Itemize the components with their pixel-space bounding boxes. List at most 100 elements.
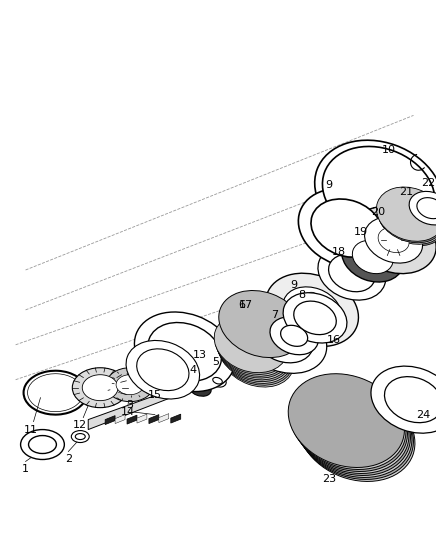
Text: 1: 1	[22, 464, 29, 474]
Ellipse shape	[223, 298, 308, 365]
Ellipse shape	[283, 293, 347, 343]
Ellipse shape	[219, 325, 293, 383]
Ellipse shape	[148, 322, 222, 381]
Polygon shape	[171, 414, 181, 423]
Ellipse shape	[378, 228, 409, 253]
Text: 18: 18	[332, 247, 346, 257]
Text: 7: 7	[271, 310, 278, 320]
Ellipse shape	[314, 296, 324, 304]
Text: 10: 10	[381, 146, 396, 155]
Ellipse shape	[216, 319, 290, 378]
Ellipse shape	[220, 327, 293, 385]
Ellipse shape	[297, 386, 413, 480]
Ellipse shape	[222, 296, 307, 363]
Ellipse shape	[378, 190, 438, 244]
Text: 21: 21	[399, 187, 413, 197]
Text: 12: 12	[73, 419, 87, 430]
Ellipse shape	[270, 317, 318, 355]
Polygon shape	[127, 415, 137, 424]
Ellipse shape	[221, 328, 294, 387]
Ellipse shape	[213, 377, 223, 384]
Text: 9: 9	[290, 280, 298, 290]
Ellipse shape	[216, 318, 290, 376]
Ellipse shape	[219, 290, 304, 358]
Ellipse shape	[328, 254, 375, 292]
Ellipse shape	[288, 374, 405, 467]
Ellipse shape	[71, 431, 89, 442]
Polygon shape	[115, 415, 125, 424]
Ellipse shape	[217, 321, 291, 380]
Text: 9: 9	[325, 180, 332, 190]
Text: 14: 14	[121, 407, 135, 417]
Ellipse shape	[314, 140, 438, 244]
Text: 24: 24	[417, 410, 431, 419]
Text: 17: 17	[239, 300, 254, 310]
Ellipse shape	[322, 147, 435, 238]
Ellipse shape	[296, 384, 412, 478]
Ellipse shape	[214, 314, 288, 373]
Ellipse shape	[300, 316, 310, 324]
Ellipse shape	[297, 297, 328, 322]
Ellipse shape	[376, 187, 438, 241]
Polygon shape	[105, 416, 115, 425]
Ellipse shape	[221, 294, 306, 361]
Polygon shape	[88, 378, 205, 430]
Polygon shape	[159, 414, 169, 423]
Ellipse shape	[215, 316, 289, 375]
Ellipse shape	[352, 240, 393, 273]
Ellipse shape	[364, 217, 423, 263]
Ellipse shape	[28, 435, 57, 454]
Ellipse shape	[314, 316, 324, 324]
Text: 22: 22	[421, 178, 435, 188]
Ellipse shape	[209, 374, 226, 387]
Polygon shape	[149, 415, 159, 424]
Ellipse shape	[21, 430, 64, 459]
Ellipse shape	[307, 292, 317, 301]
Ellipse shape	[116, 375, 144, 394]
Ellipse shape	[290, 376, 406, 470]
Ellipse shape	[242, 306, 327, 373]
Ellipse shape	[379, 191, 438, 246]
Ellipse shape	[311, 199, 383, 257]
Ellipse shape	[371, 366, 438, 433]
Text: 16: 16	[327, 335, 341, 345]
Ellipse shape	[126, 341, 200, 399]
Ellipse shape	[294, 301, 336, 335]
Ellipse shape	[134, 312, 235, 392]
Text: 11: 11	[24, 425, 38, 434]
Ellipse shape	[137, 349, 189, 391]
Ellipse shape	[298, 189, 396, 268]
Ellipse shape	[293, 379, 409, 473]
Ellipse shape	[297, 306, 307, 314]
Ellipse shape	[225, 301, 310, 368]
Ellipse shape	[377, 189, 438, 243]
Ellipse shape	[82, 375, 118, 401]
Ellipse shape	[380, 193, 438, 247]
Text: 4: 4	[189, 365, 196, 375]
Ellipse shape	[75, 433, 85, 440]
Ellipse shape	[307, 319, 317, 328]
Ellipse shape	[218, 323, 292, 382]
Ellipse shape	[283, 287, 341, 333]
Text: 20: 20	[371, 207, 386, 217]
Ellipse shape	[72, 368, 128, 408]
Ellipse shape	[417, 198, 438, 219]
Ellipse shape	[291, 378, 407, 472]
Text: 19: 19	[354, 227, 368, 237]
Text: 5: 5	[212, 357, 219, 367]
Text: 23: 23	[322, 474, 336, 484]
Ellipse shape	[220, 292, 305, 359]
Ellipse shape	[351, 206, 436, 273]
Ellipse shape	[342, 232, 404, 282]
Ellipse shape	[281, 325, 307, 346]
Text: 3: 3	[127, 400, 134, 410]
Text: 15: 15	[148, 390, 162, 400]
Ellipse shape	[300, 296, 310, 304]
Ellipse shape	[409, 191, 438, 225]
Ellipse shape	[265, 273, 358, 346]
Ellipse shape	[385, 377, 438, 423]
Text: 8: 8	[299, 290, 306, 300]
Text: 6: 6	[238, 300, 245, 310]
Ellipse shape	[299, 387, 415, 481]
Ellipse shape	[317, 306, 327, 314]
